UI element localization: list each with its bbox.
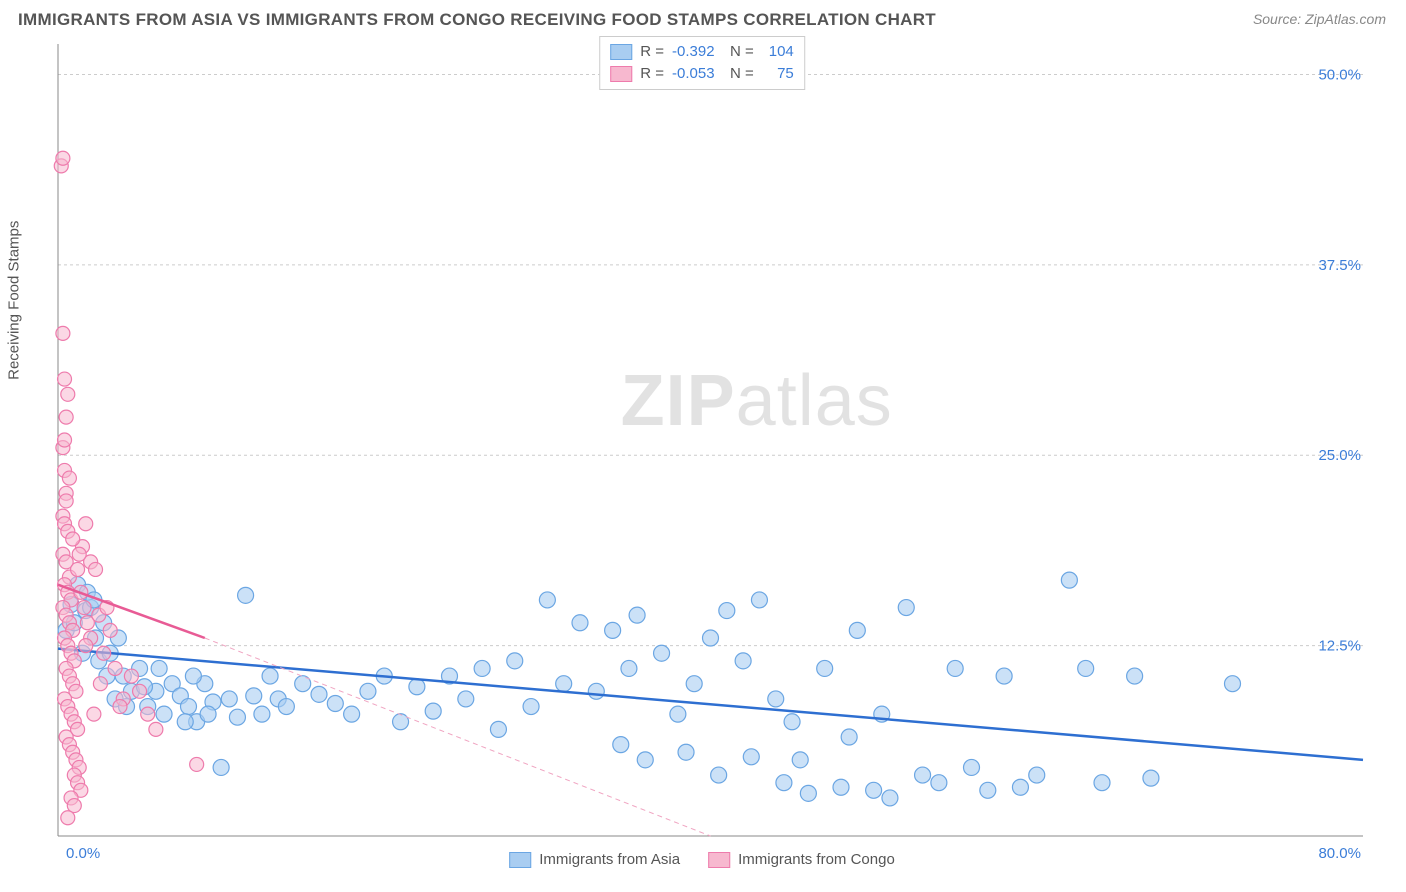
- swatch-asia-bottom: [509, 852, 531, 868]
- legend-row-congo: R = -0.053 N = 75: [610, 63, 794, 85]
- source-prefix: Source:: [1253, 11, 1305, 27]
- r-value-congo: -0.053: [672, 63, 722, 85]
- svg-text:12.5%: 12.5%: [1318, 638, 1361, 655]
- svg-text:50.0%: 50.0%: [1318, 66, 1361, 83]
- correlation-legend: R = -0.392 N = 104 R = -0.053 N = 75: [599, 36, 805, 90]
- legend-label-asia: Immigrants from Asia: [539, 851, 680, 868]
- source-attribution: Source: ZipAtlas.com: [1253, 11, 1386, 29]
- legend-item-asia: Immigrants from Asia: [509, 851, 680, 868]
- source-name: ZipAtlas.com: [1305, 11, 1386, 27]
- svg-text:37.5%: 37.5%: [1318, 257, 1361, 274]
- r-label: R =: [640, 63, 664, 85]
- n-label: N =: [730, 63, 754, 85]
- swatch-congo-bottom: [708, 852, 730, 868]
- r-label: R =: [640, 41, 664, 63]
- chart-title: IMMIGRANTS FROM ASIA VS IMMIGRANTS FROM …: [18, 10, 936, 30]
- series-legend: Immigrants from Asia Immigrants from Con…: [509, 851, 895, 868]
- svg-text:25.0%: 25.0%: [1318, 447, 1361, 464]
- n-value-asia: 104: [762, 41, 794, 63]
- scatter-chart: 12.5% 25.0% 37.5% 50.0% 0.0% 80.0%: [18, 36, 1378, 866]
- n-value-congo: 75: [762, 63, 794, 85]
- n-label: N =: [730, 41, 754, 63]
- chart-container: Receiving Food Stamps ZIPatlas 12.5%25.0…: [18, 36, 1386, 866]
- swatch-asia: [610, 44, 632, 60]
- legend-item-congo: Immigrants from Congo: [708, 851, 895, 868]
- swatch-congo: [610, 66, 632, 82]
- y-axis-label: Receiving Food Stamps: [6, 221, 23, 380]
- svg-text:80.0%: 80.0%: [1318, 845, 1361, 862]
- legend-label-congo: Immigrants from Congo: [738, 851, 895, 868]
- legend-row-asia: R = -0.392 N = 104: [610, 41, 794, 63]
- svg-text:0.0%: 0.0%: [66, 845, 100, 862]
- r-value-asia: -0.392: [672, 41, 722, 63]
